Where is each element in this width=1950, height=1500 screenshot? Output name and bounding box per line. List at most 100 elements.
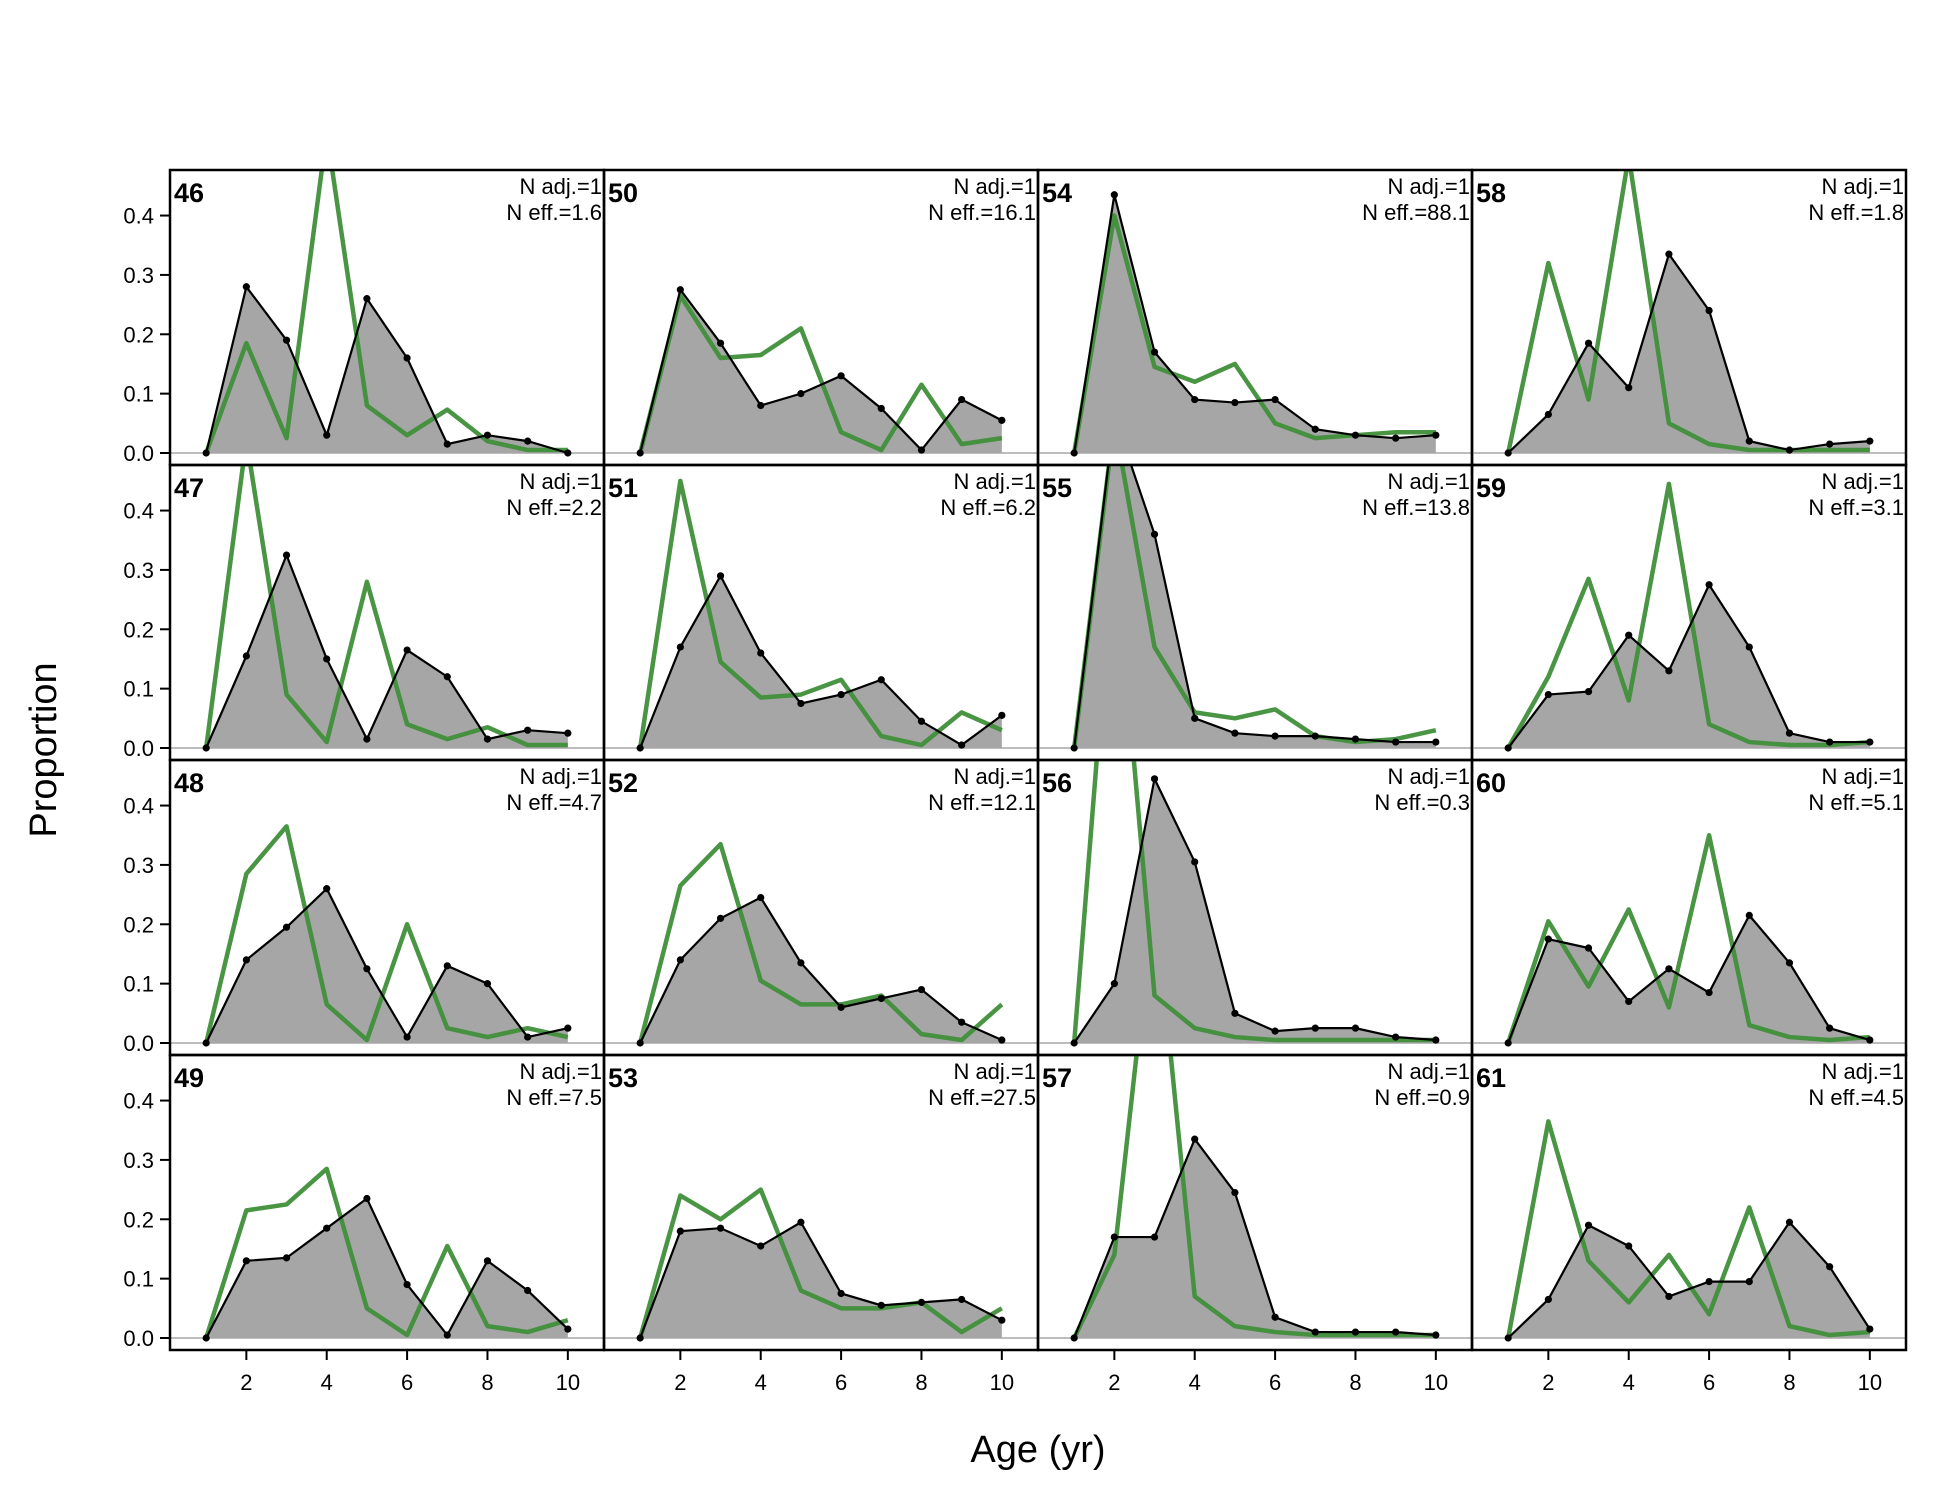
panel-label: 48	[174, 768, 204, 798]
observed-point	[917, 985, 926, 994]
observed-point	[1150, 348, 1159, 356]
x-tick-label: 8	[915, 1370, 927, 1395]
observed-point	[1544, 935, 1552, 943]
observed-point	[716, 339, 725, 347]
observed-point	[917, 717, 926, 725]
observed-point	[636, 744, 644, 752]
observed-point	[1271, 1313, 1279, 1321]
observed-point	[1110, 191, 1118, 199]
observed-point	[1705, 988, 1713, 997]
n-adj-label: N adj.=1	[1387, 764, 1470, 789]
panel-plot-area	[1038, 760, 1472, 1047]
n-eff-label: N eff.=7.5	[506, 1085, 602, 1110]
observed-point	[483, 431, 492, 439]
panel-plot-area	[170, 465, 604, 752]
observed-point	[1504, 744, 1512, 752]
observed-area	[206, 555, 568, 748]
observed-line	[639, 287, 1003, 454]
observed-point	[1785, 1218, 1794, 1226]
y-tick-label: 0.1	[123, 677, 154, 702]
panel-label: 50	[608, 178, 638, 208]
observed-point	[483, 735, 492, 743]
observed-point	[1584, 688, 1593, 696]
observed-point	[1271, 732, 1279, 740]
panel-label: 54	[1042, 178, 1072, 208]
x-tick-label: 6	[401, 1370, 413, 1395]
observed-area	[206, 286, 568, 453]
observed-point	[837, 690, 845, 699]
observed-point	[202, 1334, 210, 1342]
expected-line	[637, 841, 1004, 1044]
observed-point	[1745, 437, 1753, 445]
observed-area	[1074, 465, 1436, 748]
panel-57: 57 N adj.=1N eff.=0.9 2 4 6 8 10	[1036, 1053, 1474, 1395]
panel-plot-area	[170, 824, 604, 1047]
observed-point	[636, 449, 644, 457]
n-adj-label: N adj.=1	[1821, 764, 1904, 789]
observed-point	[1150, 530, 1159, 538]
observed-point	[1351, 735, 1360, 743]
expected-line	[1505, 1119, 1870, 1339]
observed-line	[1073, 775, 1436, 1044]
expected-line	[638, 1187, 1003, 1339]
observed-point	[1544, 690, 1552, 699]
y-tick-label: 0.1	[123, 382, 154, 407]
expected-line	[637, 293, 1003, 454]
observed-point	[1231, 398, 1239, 407]
panel-label: 60	[1476, 768, 1506, 798]
observed-point	[1392, 434, 1400, 442]
observed-point	[282, 1254, 291, 1262]
observed-point	[242, 956, 250, 964]
observed-line	[1507, 1220, 1871, 1339]
observed-line	[639, 573, 1003, 749]
panel-plot-area	[604, 1187, 1038, 1342]
x-tick-label: 2	[240, 1370, 252, 1395]
observed-point	[483, 1257, 492, 1265]
observed-point	[524, 726, 532, 734]
observed-point	[1826, 1024, 1834, 1032]
observed-line	[639, 896, 1003, 1044]
panel-plot-area	[1472, 1119, 1906, 1342]
observed-point	[1785, 446, 1794, 454]
observed-point	[877, 676, 885, 684]
panel-label: 47	[174, 473, 204, 503]
observed-point	[1504, 449, 1512, 457]
y-tick-label: 0.3	[123, 1148, 154, 1173]
observed-point	[636, 1334, 644, 1342]
y-tick-label: 0.4	[123, 204, 154, 229]
x-tick-label: 6	[1703, 1370, 1715, 1395]
observed-point	[1625, 631, 1633, 639]
observed-point	[958, 1018, 966, 1026]
observed-point	[877, 1301, 885, 1309]
panel-plot-area	[1038, 465, 1472, 752]
y-tick-label: 0.2	[123, 912, 154, 937]
observed-point	[443, 440, 451, 448]
observed-point	[1866, 437, 1874, 445]
x-tick-label: 6	[1269, 1370, 1281, 1395]
observed-point	[958, 395, 966, 404]
observed-point	[757, 1242, 765, 1250]
panel-47: 47 N adj.=1N eff.=2.2 0.0 0.1 0.2 0.3 0.4	[123, 463, 606, 762]
observed-point	[1866, 1325, 1874, 1333]
observed-point	[323, 1224, 331, 1232]
observed-point	[917, 1298, 926, 1306]
observed-point	[1625, 384, 1633, 392]
n-eff-label: N eff.=0.9	[1374, 1085, 1470, 1110]
observed-line	[639, 1220, 1003, 1339]
observed-point	[1826, 738, 1834, 746]
observed-point	[757, 401, 765, 410]
observed-point	[1504, 1039, 1512, 1047]
observed-point	[1432, 1331, 1440, 1339]
observed-point	[483, 980, 492, 988]
n-adj-label: N adj.=1	[519, 469, 602, 494]
x-tick-label: 10	[1858, 1370, 1882, 1395]
observed-point	[1191, 858, 1199, 866]
observed-point	[877, 994, 885, 1003]
x-tick-label: 4	[755, 1370, 767, 1395]
x-tick-label: 8	[1783, 1370, 1795, 1395]
observed-point	[1070, 744, 1078, 752]
observed-point	[676, 286, 684, 294]
n-eff-label: N eff.=3.1	[1808, 495, 1904, 520]
x-tick-label: 4	[321, 1370, 333, 1395]
observed-point	[564, 729, 572, 737]
